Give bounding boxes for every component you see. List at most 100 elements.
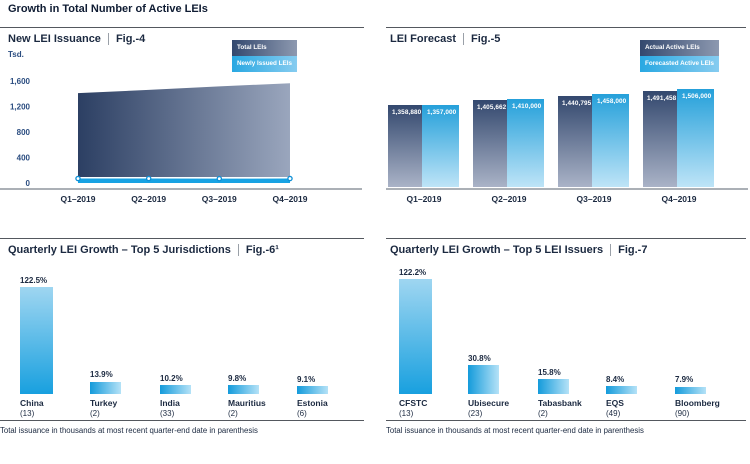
- title-separator: [237, 244, 239, 256]
- legend-item-newly-issued: Newly Issued LEIs: [232, 56, 297, 72]
- figure-number: Fig.-4: [115, 33, 146, 45]
- bar-plot: 122.5% China (13) 13.9% Turkey (2) 10.2% India(…: [0, 238, 365, 441]
- percent-label: 13.9%: [90, 370, 113, 380]
- chart-title-text: Quarterly LEI Growth – Top 5 LEI Issuers: [390, 244, 604, 256]
- chart-title-text: New LEI Issuance: [8, 33, 101, 45]
- figure-number: Fig.-6¹: [245, 244, 279, 256]
- bar: [228, 385, 259, 394]
- percent-label: 9.1%: [297, 374, 316, 384]
- category-label: Estonia: [297, 398, 328, 408]
- bar-forecast: [422, 105, 459, 187]
- percent-label: 10.2%: [160, 373, 183, 383]
- divider-line: [386, 27, 746, 28]
- bar: [606, 386, 637, 394]
- bar-forecast: [507, 99, 544, 187]
- bar: [90, 381, 121, 394]
- category-sublabel: (2): [228, 408, 238, 418]
- bar-plot: 1,358,880 1,357,000 Q1–2019 1,405,662 1,410,…: [386, 27, 750, 212]
- chart-top5-jurisdictions: Quarterly LEI Growth – Top 5 Jurisdictio…: [0, 238, 365, 441]
- x-tick-label: Q1–2019: [406, 194, 442, 204]
- category-sublabel: (13): [20, 408, 35, 418]
- x-axis-line: [0, 188, 362, 190]
- x-tick-label: Q1–2019: [60, 194, 96, 204]
- divider-line: [386, 238, 746, 239]
- y-tick-label: 1,600: [10, 77, 31, 86]
- x-tick-label: Q4–2019: [272, 194, 308, 204]
- category-sublabel: (90): [675, 408, 690, 418]
- category-sublabel: (2): [538, 408, 548, 418]
- category-sublabel: (33): [160, 408, 175, 418]
- newly-issued-band: [78, 178, 290, 183]
- chart-title: New LEI Issuance Fig.-4: [8, 33, 145, 45]
- x-axis-line: [386, 188, 748, 190]
- area-plot: 1,600 1,200 800 400 0: [0, 27, 365, 212]
- chart-title-text: Quarterly LEI Growth – Top 5 Jurisdictio…: [8, 244, 231, 256]
- bar-forecast: [592, 94, 629, 187]
- percent-label: 9.8%: [228, 373, 247, 383]
- chart-lei-forecast: LEI Forecast Fig.-5 Actual Active LEIs F…: [386, 27, 750, 212]
- area-chart-canvas: 1,600 1,200 800 400 0: [10, 77, 293, 188]
- bar-value-label: 1,405,662: [477, 103, 507, 111]
- legend-item-total-leis: Total LEIs: [232, 40, 297, 56]
- bar-value-label: 1,358,880: [392, 108, 422, 116]
- category-sublabel: (13): [399, 408, 414, 418]
- x-tick-label: Q3–2019: [576, 194, 612, 204]
- y-tick-label: 0: [26, 179, 31, 188]
- data-point-marker: [145, 175, 152, 182]
- percent-label: 122.5%: [20, 275, 48, 285]
- chart-title: Quarterly LEI Growth – Top 5 Jurisdictio…: [8, 244, 279, 256]
- bar: [675, 386, 706, 394]
- chart-top5-issuers: Quarterly LEI Growth – Top 5 LEI Issuers…: [386, 238, 750, 441]
- data-point-marker: [216, 175, 223, 182]
- x-tick-label: Q2–2019: [131, 194, 167, 204]
- category-label: EQS: [606, 398, 624, 408]
- category-label: Mauritius: [228, 398, 266, 408]
- category-sublabel: (49): [606, 408, 621, 418]
- legend-item-actual: Actual Active LEIs: [640, 40, 719, 56]
- category-label: CFSTC: [399, 398, 428, 408]
- bar-value-label: 1,458,000: [597, 98, 627, 106]
- category-label: Ubisecure: [468, 398, 510, 408]
- data-point-marker: [75, 175, 81, 182]
- y-tick-label: 400: [17, 153, 31, 162]
- footnote-divider: [0, 420, 364, 421]
- legend: Actual Active LEIs Forecasted Active LEI…: [640, 40, 719, 72]
- x-tick-label: Q2–2019: [491, 194, 527, 204]
- category-label: China: [20, 398, 44, 408]
- bar: [538, 379, 569, 394]
- bar-value-label: 1,357,000: [427, 109, 457, 117]
- y-axis-unit: Tsd.: [8, 50, 24, 59]
- percent-label: 8.4%: [606, 374, 625, 384]
- bar: [468, 365, 499, 394]
- divider-line: [0, 238, 364, 239]
- bar: [297, 386, 328, 394]
- category-label: Tabasbank: [538, 398, 582, 408]
- category-sublabel: (6): [297, 408, 307, 418]
- bar: [399, 279, 432, 394]
- bar-plot: 122.2% CFSTC (13) 30.8% Ubisecure (23) 15.8% Ta…: [386, 238, 750, 441]
- footnote: Total issuance in thousands at most rece…: [386, 426, 644, 435]
- chart-title: LEI Forecast Fig.-5: [390, 33, 500, 45]
- bar-actual: [388, 104, 428, 187]
- bar-actual: [643, 90, 683, 187]
- divider-line: [0, 27, 364, 28]
- percent-label: 30.8%: [468, 353, 491, 363]
- legend-item-forecast: Forecasted Active LEIs: [640, 56, 719, 72]
- bar: [20, 287, 53, 394]
- page-title: Growth in Total Number of Active LEIs: [8, 3, 208, 15]
- category-label: Bloomberg: [675, 398, 720, 408]
- title-separator: [107, 33, 109, 45]
- category-label: Turkey: [90, 398, 118, 408]
- figure-number: Fig.-5: [471, 33, 501, 45]
- bar-value-label: 1,491,458: [647, 94, 677, 102]
- footnote-divider: [386, 420, 746, 421]
- y-tick-label: 1,200: [10, 102, 31, 111]
- category-label: India: [160, 398, 180, 408]
- bar-actual: [558, 96, 598, 187]
- percent-label: 122.2%: [399, 267, 427, 277]
- x-tick-label: Q4–2019: [661, 194, 697, 204]
- percent-label: 15.8%: [538, 367, 561, 377]
- percent-label: 7.9%: [675, 375, 694, 385]
- x-tick-label: Q3–2019: [201, 194, 237, 204]
